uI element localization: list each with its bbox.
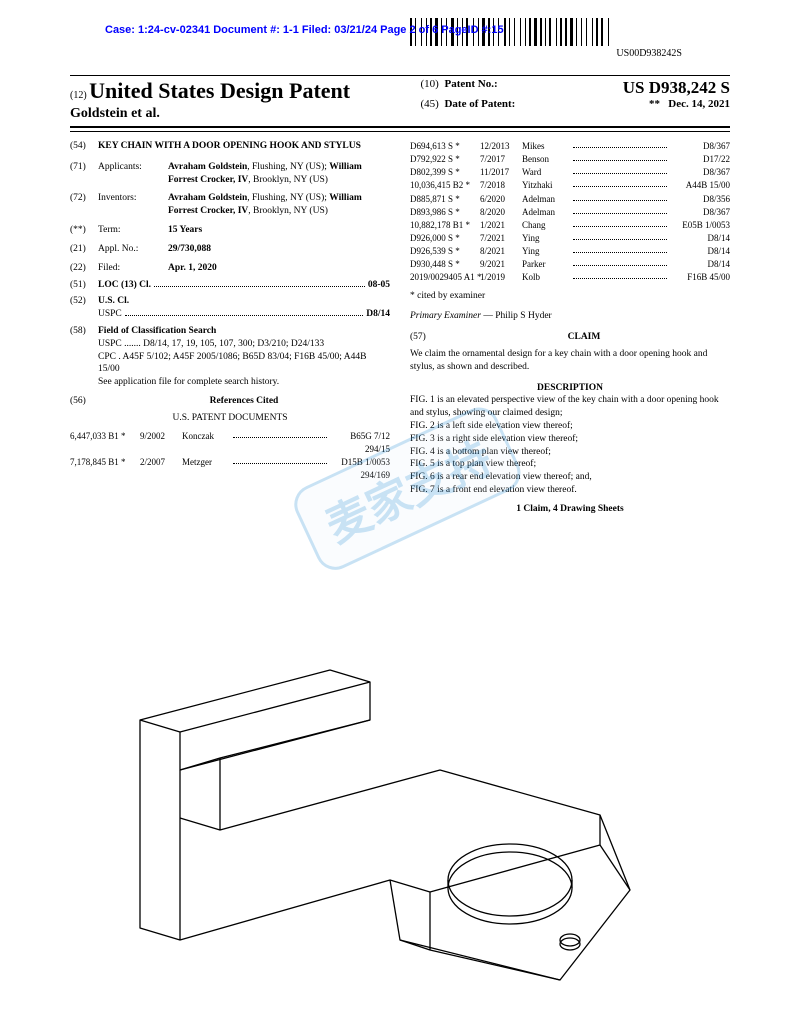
uscl-label: U.S. Cl. xyxy=(98,295,129,308)
field-10: (10) xyxy=(420,78,444,98)
field-search-uspc: USPC ....... D8/14, 17, 19, 105, 107, 30… xyxy=(70,338,390,351)
term-label: Term: xyxy=(98,224,168,237)
title-left: (12) United States Design Patent Goldste… xyxy=(70,78,410,122)
field-search-note: See application file for complete search… xyxy=(70,376,390,389)
dots-icon xyxy=(125,308,363,316)
fig-line: FIG. 6 is a rear end elevation view ther… xyxy=(410,471,730,484)
patent-date: ** Dec. 14, 2021 xyxy=(649,98,730,110)
body-columns: (54) KEY CHAIN WITH A DOOR OPENING HOOK … xyxy=(70,131,730,516)
field-search-cpc: CPC . A45F 5/102; A45F 2005/1086; B65D 8… xyxy=(70,351,390,377)
patent-title: United States Design Patent xyxy=(89,78,350,103)
uspc-label: USPC xyxy=(98,308,122,321)
uspc-value: D8/14 xyxy=(366,308,390,321)
refs-right-list: D694,613 S *12/2013 MikesD8/367 D792,922… xyxy=(410,140,730,284)
ref-row: D802,399 S *11/2017 WardD8/367 xyxy=(410,166,730,178)
applicants-label: Applicants: xyxy=(98,161,168,187)
inventors-value: Avraham Goldstein, Flushing, NY (US); Wi… xyxy=(168,192,390,218)
examiner-name: — Philip S Hyder xyxy=(481,311,552,321)
dots-icon xyxy=(154,279,365,287)
description-label: DESCRIPTION xyxy=(410,382,730,395)
title-block: (12) United States Design Patent Goldste… xyxy=(70,75,730,128)
ref-row: D792,922 S *7/2017 BensonD17/22 xyxy=(410,153,730,165)
date-value: Dec. 14, 2021 xyxy=(668,98,730,110)
left-column: (54) KEY CHAIN WITH A DOOR OPENING HOOK … xyxy=(70,140,390,516)
right-column: D694,613 S *12/2013 MikesD8/367 D792,922… xyxy=(410,140,730,516)
references-cited-label: References Cited xyxy=(98,395,390,408)
field-21-num: (21) xyxy=(70,243,98,256)
invention-title: KEY CHAIN WITH A DOOR OPENING HOOK AND S… xyxy=(98,140,390,153)
patent-page: (12) United States Design Patent Goldste… xyxy=(70,75,730,516)
case-header: Case: 1:24-cv-02341 Document #: 1-1 File… xyxy=(105,24,504,36)
barcode-number: US00D938242S xyxy=(410,48,690,59)
field-58-num: (58) xyxy=(70,325,98,338)
field-51-num: (51) xyxy=(70,279,98,292)
authors: Goldstein et al. xyxy=(70,106,410,122)
term-value: 15 Years xyxy=(168,224,390,237)
fig-line: FIG. 4 is a bottom plan view thereof; xyxy=(410,446,730,459)
date-label: Date of Patent: xyxy=(444,98,649,110)
ref-row-sub: 294/15 xyxy=(70,443,390,455)
ref-row: 7,178,845 B1 *2/2007 MetzgerD15B 1/0053 xyxy=(70,456,390,468)
field-56-num: (56) xyxy=(70,395,98,408)
fig-line: FIG. 2 is a left side elevation view the… xyxy=(410,420,730,433)
inventors-label: Inventors: xyxy=(98,192,168,218)
patent-drawing xyxy=(90,640,710,1010)
appl-no-label: Appl. No.: xyxy=(98,243,168,256)
examiner-label: Primary Examiner xyxy=(410,311,481,321)
fig-line: FIG. 1 is an elevated perspective view o… xyxy=(410,394,730,420)
fig-line: FIG. 3 is a right side elevation view th… xyxy=(410,433,730,446)
ref-row: D930,448 S *9/2021 ParkerD8/14 xyxy=(410,258,730,270)
patent-number: US D938,242 S xyxy=(623,78,730,98)
ref-row: 2019/0029405 A1 *1/2019 KolbF16B 45/00 xyxy=(410,271,730,283)
filed-value: Apr. 1, 2020 xyxy=(168,262,390,275)
ref-row: 6,447,033 B1 *9/2002 KonczakB65G 7/12 xyxy=(70,430,390,442)
field-52-num: (52) xyxy=(70,295,98,308)
field-57-num: (57) xyxy=(410,331,438,344)
appl-no-value: 29/730,088 xyxy=(168,243,390,256)
filed-label: Filed: xyxy=(98,262,168,275)
applicants-value: Avraham Goldstein, Flushing, NY (US); Wi… xyxy=(168,161,390,187)
ref-row: D926,539 S *8/2021 YingD8/14 xyxy=(410,245,730,257)
figure-descriptions: FIG. 1 is an elevated perspective view o… xyxy=(410,394,730,497)
us-patent-docs-label: U.S. PATENT DOCUMENTS xyxy=(70,412,390,425)
loc-label: LOC (13) Cl. xyxy=(98,279,151,292)
field-22-num: (22) xyxy=(70,262,98,275)
claim-text: We claim the ornamental design for a key… xyxy=(410,348,730,374)
ref-row: D926,000 S *7/2021 YingD8/14 xyxy=(410,232,730,244)
ref-row: D694,613 S *12/2013 MikesD8/367 xyxy=(410,140,730,152)
loc-value: 08-05 xyxy=(368,279,390,292)
field-71-num: (71) xyxy=(70,161,98,187)
patent-no-label: Patent No.: xyxy=(444,78,622,98)
ref-row: 10,036,415 B2 *7/2018 YitzhakiA44B 15/00 xyxy=(410,179,730,191)
field-72-num: (72) xyxy=(70,192,98,218)
primary-examiner: Primary Examiner — Philip S Hyder xyxy=(410,310,730,323)
ref-row: 10,882,178 B1 *1/2021 ChangE05B 1/0053 xyxy=(410,219,730,231)
ref-row-sub: 294/169 xyxy=(70,469,390,481)
ref-row: D893,986 S *8/2020 AdelmanD8/367 xyxy=(410,206,730,218)
field-search-label: Field of Classification Search xyxy=(98,325,216,338)
fig-line: FIG. 7 is a front end elevation view the… xyxy=(410,484,730,497)
claim-count: 1 Claim, 4 Drawing Sheets xyxy=(410,503,730,516)
refs-left-list: 6,447,033 B1 *9/2002 KonczakB65G 7/12294… xyxy=(70,430,390,482)
cited-by-examiner: * cited by examiner xyxy=(410,290,730,303)
field-45: (45) xyxy=(420,98,444,110)
field-12: (12) xyxy=(70,90,87,101)
title-right: (10) Patent No.: US D938,242 S (45) Date… xyxy=(410,78,730,122)
fig-line: FIG. 5 is a top plan view thereof; xyxy=(410,458,730,471)
claim-label: CLAIM xyxy=(438,331,730,344)
field-54-num: (54) xyxy=(70,140,98,153)
field-term-num: (**) xyxy=(70,224,98,237)
ref-row: D885,871 S *6/2020 AdelmanD8/356 xyxy=(410,193,730,205)
date-asterisk: ** xyxy=(649,98,660,110)
